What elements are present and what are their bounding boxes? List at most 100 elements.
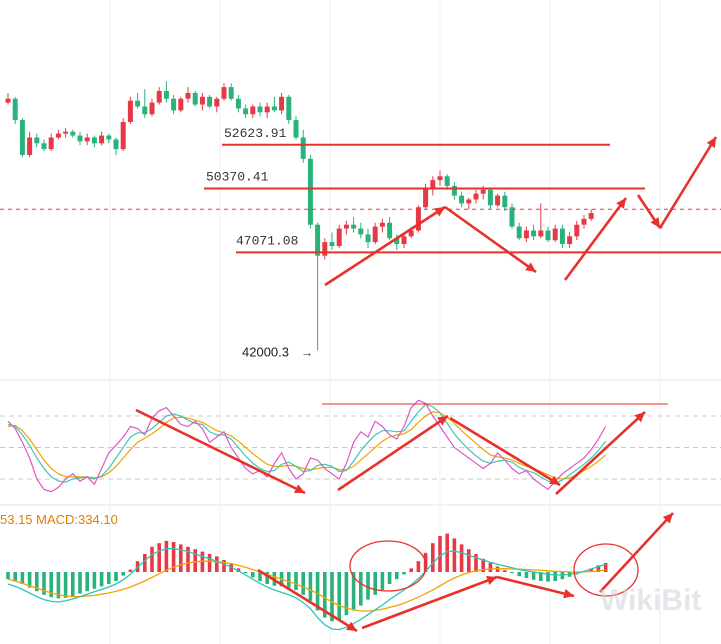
arrow-macd-breakout bbox=[599, 512, 674, 593]
macd-hist-bar bbox=[330, 572, 334, 622]
candle-body bbox=[538, 230, 544, 237]
macd-hist-bar bbox=[121, 572, 125, 576]
macd-hist-bar bbox=[287, 572, 291, 588]
macd-hist-bar bbox=[35, 572, 39, 592]
macd-hist-bar bbox=[294, 572, 298, 590]
candle-body bbox=[63, 131, 69, 134]
macd-circle-right bbox=[573, 543, 639, 597]
candle-body bbox=[588, 213, 594, 219]
candle-body bbox=[5, 98, 11, 103]
macd-hist-bar bbox=[323, 572, 327, 618]
candle-body bbox=[423, 187, 429, 208]
candle-body bbox=[91, 137, 97, 144]
macd-hist-bar bbox=[596, 565, 601, 572]
candle-body bbox=[358, 228, 364, 235]
macd-hist-bar bbox=[186, 546, 190, 572]
arrow-stoch-up-1 bbox=[337, 414, 449, 492]
macd-hist-bar bbox=[78, 572, 82, 594]
candle-body bbox=[487, 189, 493, 206]
candle-body bbox=[127, 100, 133, 122]
candle-body bbox=[228, 87, 234, 99]
macd-hist-bar bbox=[546, 572, 550, 582]
macd-panel bbox=[6, 533, 639, 631]
macd-hist-bar bbox=[20, 572, 25, 584]
macd-hist-bar bbox=[387, 572, 392, 584]
macd-hist-bar bbox=[539, 572, 543, 581]
candle-body bbox=[351, 224, 357, 229]
macd-hist-bar bbox=[524, 572, 529, 578]
candle-body bbox=[459, 195, 465, 204]
macd-circle-left bbox=[349, 540, 427, 592]
macd-hist-bar bbox=[243, 572, 248, 574]
candle-body bbox=[581, 218, 587, 225]
macd-hist-bar bbox=[179, 544, 183, 572]
macd-hist-bar bbox=[143, 554, 147, 572]
price-levels bbox=[0, 143, 721, 254]
candle-body bbox=[502, 195, 508, 208]
macd-hist-bar bbox=[42, 572, 46, 595]
candle-body bbox=[192, 92, 198, 105]
arrow-price-rally-head bbox=[434, 207, 445, 217]
candle-body bbox=[271, 106, 277, 111]
arrow-price-drop-head bbox=[525, 262, 536, 272]
arrow-price-bounce-head bbox=[616, 198, 626, 209]
candle-body bbox=[199, 96, 205, 105]
macd-hist-bar bbox=[63, 572, 68, 598]
stochastic-panel bbox=[0, 399, 721, 493]
macd-hist-bar bbox=[531, 572, 536, 580]
arrow-macd-down-head bbox=[346, 621, 357, 631]
macd-hist-bar bbox=[402, 572, 406, 575]
macd-hist-bar bbox=[344, 572, 349, 616]
candle-body bbox=[372, 226, 378, 243]
candle-body bbox=[163, 91, 169, 99]
arrow-stoch-down-1 bbox=[135, 408, 306, 495]
text-labels: 52623.91 50370.41 47071.08 42000.3 → 53.… bbox=[0, 126, 701, 617]
candle-body bbox=[444, 176, 450, 186]
arrow-macd-breakout-head bbox=[662, 513, 673, 524]
candle-body bbox=[509, 207, 515, 227]
macd-hist-bar bbox=[13, 572, 17, 582]
arrow-price-drop bbox=[444, 205, 537, 274]
macd-hist-bar bbox=[351, 572, 356, 611]
candle-body bbox=[531, 230, 537, 237]
arrow-macd-up bbox=[361, 575, 498, 630]
arrow-stoch-up-2 bbox=[555, 411, 646, 495]
arrow-price-breakout-head bbox=[706, 137, 716, 148]
candle-body bbox=[336, 228, 342, 246]
candle-body bbox=[379, 222, 385, 227]
macd-signal-line bbox=[7, 560, 606, 612]
candle-body bbox=[27, 137, 33, 155]
arrow-price-pullback-head bbox=[650, 217, 660, 228]
macd-hist-bar bbox=[517, 572, 521, 577]
candle-body bbox=[466, 199, 472, 204]
candle-body bbox=[451, 185, 457, 196]
candle-body bbox=[365, 234, 371, 243]
candle-body bbox=[135, 100, 141, 107]
candle-body bbox=[235, 98, 241, 109]
candle-body bbox=[394, 238, 400, 245]
candle-body bbox=[495, 195, 501, 206]
macd-hist-bar bbox=[251, 572, 255, 578]
macd-hist-bar bbox=[301, 572, 305, 595]
arrow-price-breakout bbox=[658, 136, 718, 229]
macd-hist-bar bbox=[49, 572, 53, 598]
macd-hist-bar bbox=[452, 538, 457, 572]
watermark: WikiBit bbox=[600, 584, 701, 617]
candle-body bbox=[264, 106, 270, 113]
stoch-d-line bbox=[7, 403, 607, 484]
candle-body bbox=[286, 96, 292, 121]
macd-hist-bar bbox=[459, 544, 464, 572]
macd-hist-bar bbox=[27, 572, 32, 588]
macd-hist-bar bbox=[71, 572, 75, 596]
candle-body bbox=[574, 224, 580, 237]
candle-body bbox=[120, 122, 126, 150]
macd-hist-bar bbox=[56, 572, 61, 599]
candle-body bbox=[221, 87, 227, 99]
arrow-macd-up-head bbox=[486, 576, 497, 585]
arrow-stoch-down-1-head bbox=[294, 484, 305, 493]
candle-body bbox=[19, 120, 25, 155]
candle-body bbox=[415, 207, 421, 231]
candle-body bbox=[84, 137, 90, 142]
macd-hist-bar bbox=[603, 563, 608, 572]
